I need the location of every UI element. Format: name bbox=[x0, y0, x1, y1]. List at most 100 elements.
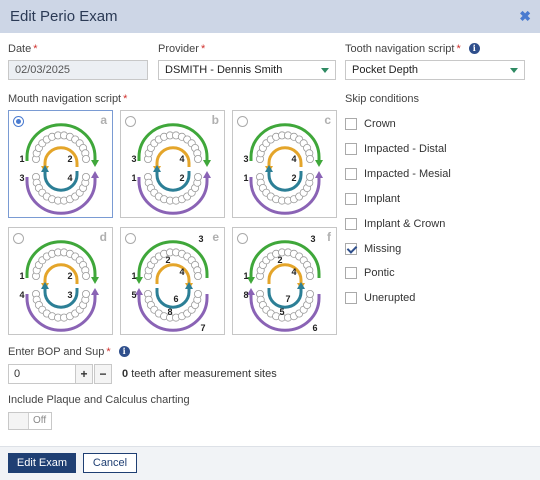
sequence-number: 3 bbox=[67, 290, 72, 300]
checkbox[interactable] bbox=[345, 242, 357, 255]
upper-left-path bbox=[249, 240, 321, 278]
upper-tooth-icon bbox=[306, 155, 315, 164]
upper-left-path bbox=[137, 240, 209, 278]
sequence-number: 6 bbox=[312, 323, 317, 333]
lower-inner-path-arrowhead bbox=[153, 165, 161, 172]
dialog-title: Edit Perio Exam bbox=[10, 8, 118, 25]
mouth-diagram-icon: 2 3 4 1 8 75 6 bbox=[243, 234, 321, 333]
lower-inner-path bbox=[267, 288, 303, 309]
sequence-number: 1 bbox=[131, 271, 136, 281]
tooth-script-select[interactable]: Pocket Depth bbox=[345, 60, 525, 80]
lower-outer-path bbox=[249, 294, 321, 332]
radio-button[interactable] bbox=[13, 233, 24, 244]
lower-tooth-icon bbox=[194, 290, 203, 299]
plaque-label: Include Plaque and Calculus charting bbox=[8, 394, 190, 406]
skip-condition-impacted-mesial[interactable]: Impacted - Mesial bbox=[345, 167, 451, 181]
toggle-knob bbox=[9, 413, 29, 429]
upper-left-path-arrowhead bbox=[135, 277, 143, 284]
lower-tooth-icon bbox=[306, 290, 315, 299]
plaque-toggle[interactable]: Off bbox=[8, 412, 52, 430]
skip-condition-implant-crown[interactable]: Implant & Crown bbox=[345, 217, 445, 231]
sequence-number: 1 bbox=[243, 271, 248, 281]
lower-tooth-icon bbox=[82, 290, 91, 299]
bop-description: 0 teeth after measurement sites bbox=[122, 368, 277, 380]
increment-button[interactable]: + bbox=[75, 364, 93, 384]
sequence-number: 2 bbox=[277, 255, 282, 265]
lower-outer-path bbox=[137, 177, 209, 215]
skip-condition-missing[interactable]: Missing bbox=[345, 242, 401, 256]
upper-inner-path bbox=[267, 263, 303, 284]
upper-tooth-icon bbox=[82, 272, 91, 281]
skip-condition-implant[interactable]: Implant bbox=[345, 192, 400, 206]
lower-outer-path bbox=[25, 177, 97, 215]
option-letter: f bbox=[327, 230, 331, 244]
upper-outer-path bbox=[25, 123, 97, 161]
sequence-number: 4 bbox=[67, 173, 72, 183]
radio-button[interactable] bbox=[237, 116, 248, 127]
sequence-number: 1 bbox=[243, 173, 248, 183]
lower-inner-path bbox=[43, 288, 79, 309]
checkbox[interactable] bbox=[345, 118, 357, 130]
cancel-button[interactable]: Cancel bbox=[83, 453, 137, 473]
date-field[interactable]: 02/03/2025 bbox=[8, 60, 148, 80]
checkbox-label: Implant & Crown bbox=[364, 217, 446, 230]
lower-tooth-icon bbox=[82, 173, 91, 182]
option-letter: c bbox=[324, 113, 331, 127]
checkbox-label: Implant bbox=[364, 192, 401, 205]
mouth-script-option-b[interactable]: b 3 4 1 2 bbox=[120, 110, 225, 218]
checkbox-label: Missing bbox=[364, 242, 402, 255]
edit-exam-button[interactable]: Edit Exam bbox=[8, 453, 76, 473]
close-icon[interactable]: ✖ bbox=[519, 8, 531, 24]
upper-tooth-icon bbox=[194, 272, 203, 281]
checkbox[interactable] bbox=[345, 292, 357, 305]
checkbox-label: Impacted - Mesial bbox=[364, 167, 451, 180]
checkbox-label: Crown bbox=[364, 118, 396, 130]
sequence-number: 2 bbox=[165, 255, 170, 265]
info-icon[interactable]: i bbox=[118, 346, 130, 357]
upper-outer-path bbox=[249, 123, 321, 161]
skip-condition-unerupted[interactable]: Unerupted bbox=[345, 291, 415, 305]
checkbox[interactable] bbox=[345, 217, 357, 230]
sequence-number: 2 bbox=[179, 173, 184, 183]
upper-inner-path bbox=[155, 263, 191, 284]
skip-condition-pontic[interactable]: Pontic bbox=[345, 266, 395, 280]
mouth-script-option-a[interactable]: a 1 2 3 4 bbox=[8, 110, 113, 218]
upper-inner-path bbox=[155, 146, 191, 167]
radio-button[interactable] bbox=[125, 233, 136, 244]
lower-outer-path bbox=[25, 294, 97, 332]
radio-button[interactable] bbox=[125, 116, 136, 127]
upper-outer-path bbox=[25, 240, 97, 278]
sequence-number: 5 bbox=[131, 290, 136, 300]
checkbox[interactable] bbox=[345, 167, 357, 180]
sequence-number: 5 bbox=[279, 307, 284, 317]
bop-label: Enter BOP and Sup * i bbox=[8, 346, 130, 358]
skip-condition-impacted-distal[interactable]: Impacted - Distal bbox=[345, 142, 447, 156]
mouth-diagram-icon: 3 4 1 2 bbox=[131, 123, 211, 215]
radio-button[interactable] bbox=[13, 116, 24, 127]
radio-button[interactable] bbox=[237, 233, 248, 244]
mouth-script-option-d[interactable]: d 1 2 4 3 bbox=[8, 227, 113, 335]
skip-condition-crown[interactable]: Crown bbox=[345, 117, 396, 131]
sequence-number: 3 bbox=[243, 154, 248, 164]
checkbox[interactable] bbox=[345, 142, 357, 155]
provider-select[interactable]: DSMITH - Dennis Smith bbox=[158, 60, 336, 80]
sequence-number: 1 bbox=[131, 173, 136, 183]
lower-inner-path-arrowhead bbox=[41, 165, 49, 172]
checkbox[interactable] bbox=[345, 192, 357, 205]
dialog-footer bbox=[0, 446, 540, 480]
option-letter: b bbox=[211, 113, 219, 127]
lower-outer-path-arrowhead bbox=[315, 171, 323, 178]
sequence-number: 3 bbox=[310, 234, 315, 244]
info-icon[interactable]: i bbox=[468, 43, 480, 54]
bop-input[interactable]: 0 bbox=[8, 364, 76, 384]
decrement-button[interactable]: − bbox=[94, 364, 112, 384]
sequence-number: 8 bbox=[243, 290, 248, 300]
option-letter: a bbox=[100, 113, 107, 127]
lower-outer-path-arrowhead bbox=[91, 171, 99, 178]
mouth-script-option-c[interactable]: c 3 4 1 2 bbox=[232, 110, 337, 218]
chevron-down-icon bbox=[321, 68, 329, 73]
checkbox[interactable] bbox=[345, 267, 357, 280]
sequence-number: 4 bbox=[179, 267, 184, 277]
